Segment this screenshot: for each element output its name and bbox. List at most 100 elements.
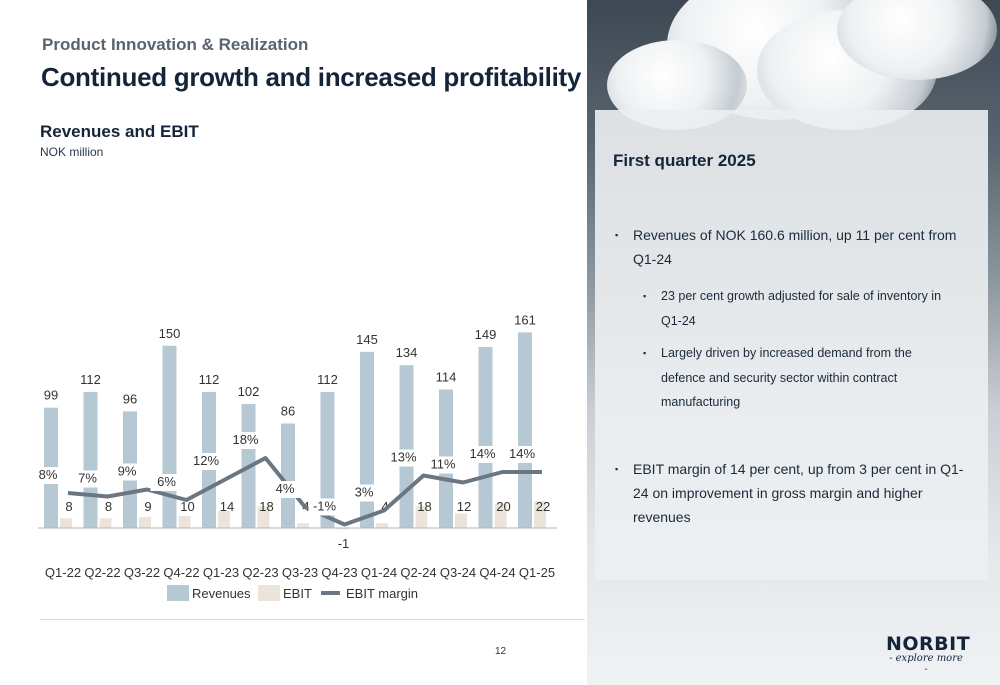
ebit-value-label: 22 bbox=[536, 499, 550, 514]
ebit-bar bbox=[376, 523, 388, 528]
revenue-value-label: 112 bbox=[199, 372, 220, 387]
margin-label-box bbox=[32, 467, 64, 484]
bullet-mark: ▪ bbox=[615, 230, 619, 240]
summary-panel: First quarter 2025 ▪ Revenues of NOK 160… bbox=[595, 110, 988, 580]
sub-bullet-growth-line1: 23 per cent growth adjusted for sale of … bbox=[661, 289, 942, 303]
x-tick-label: Q3-22 bbox=[124, 565, 160, 580]
logo-wordmark: NORBIT bbox=[886, 633, 971, 655]
revenue-value-label: 134 bbox=[396, 345, 418, 360]
revenue-bar bbox=[360, 351, 374, 528]
ebit-value-label: 8 bbox=[105, 499, 112, 514]
sub-bullet-demand-line3: manufacturing bbox=[661, 395, 741, 409]
margin-value-label: 14% bbox=[509, 446, 535, 461]
ebit-value-label: -1 bbox=[338, 536, 350, 551]
margin-label-box bbox=[348, 484, 380, 502]
revenue-value-label: 112 bbox=[317, 372, 338, 387]
sub-bullet-demand-line2: defence and security sector within contr… bbox=[661, 370, 898, 385]
margin-value-label: 9% bbox=[118, 464, 137, 479]
page-number: 12 bbox=[495, 646, 507, 657]
margin-value-label: 7% bbox=[78, 471, 97, 486]
legend-revenues-label: Revenues bbox=[192, 586, 251, 601]
revenue-value-label: 149 bbox=[475, 327, 497, 342]
legend-ebit-swatch bbox=[258, 585, 280, 601]
x-tick-label: Q1-24 bbox=[361, 565, 397, 580]
margin-value-label: 12% bbox=[193, 453, 219, 468]
revenue-value-label: 102 bbox=[238, 384, 260, 399]
ebit-bar bbox=[60, 518, 72, 528]
x-tick-label: Q3-24 bbox=[440, 565, 476, 580]
ebit-value-label: 10 bbox=[180, 499, 194, 514]
ebit-bar bbox=[218, 510, 230, 528]
bullet-revenues: ▪ Revenues of NOK 160.6 million, up 11 p… bbox=[615, 223, 957, 271]
bullet-ebit-line2: 24 on improvement in gross margin and hi… bbox=[633, 485, 923, 501]
ebit-bar bbox=[455, 513, 467, 528]
sub-bullet-demand: ▪ Largely driven by increased demand fro… bbox=[643, 341, 912, 415]
x-tick-label: Q2-24 bbox=[400, 565, 436, 580]
margin-value-label: 14% bbox=[469, 446, 495, 461]
margin-label-box bbox=[466, 446, 499, 463]
page-title: Continued growth and increased profitabi… bbox=[41, 62, 582, 92]
bullet-mark: ▪ bbox=[643, 348, 647, 358]
revenue-bar bbox=[399, 365, 414, 528]
bullet-revenues-line1: Revenues of NOK 160.6 million, up 11 per… bbox=[633, 227, 957, 243]
margin-label-box bbox=[387, 449, 420, 467]
ebit-value-label: 14 bbox=[220, 499, 234, 514]
revenue-value-label: 161 bbox=[514, 312, 536, 327]
x-tick-label: Q2-23 bbox=[242, 565, 278, 580]
ebit-bar bbox=[415, 506, 428, 528]
ebit-value-label: 12 bbox=[457, 499, 471, 514]
margin-label-box bbox=[269, 481, 301, 498]
section-label: Product Innovation & Realization bbox=[42, 35, 309, 54]
x-tick-label: Q3-23 bbox=[282, 565, 318, 580]
logo-tagline: - explore more - bbox=[889, 653, 963, 675]
ebit-margin-line bbox=[67, 456, 542, 527]
margin-value-label: 18% bbox=[232, 432, 258, 447]
ebit-bar bbox=[297, 523, 309, 528]
margin-value-label: 6% bbox=[157, 474, 176, 489]
norbit-logo: NORBIT - explore more - bbox=[886, 633, 971, 675]
x-tick-label: Q4-23 bbox=[321, 565, 357, 580]
bullet-mark: ▪ bbox=[615, 464, 619, 474]
legend-revenues-swatch bbox=[167, 585, 189, 601]
revenue-bar bbox=[320, 391, 335, 528]
legend-margin-label: EBIT margin bbox=[346, 586, 418, 601]
revenue-bar bbox=[518, 332, 532, 528]
margin-label-box bbox=[111, 463, 143, 481]
margin-value-label: 13% bbox=[390, 450, 416, 465]
revenue-bar bbox=[83, 391, 98, 528]
ebit-value-label: 18 bbox=[259, 499, 273, 514]
margin-label-box bbox=[229, 432, 262, 449]
chart-subtitle: NOK million bbox=[40, 145, 104, 159]
margin-value-label: 4% bbox=[276, 481, 295, 496]
x-tick-label: Q4-24 bbox=[479, 565, 515, 580]
margin-value-label: 8% bbox=[39, 467, 58, 482]
margin-label-box bbox=[427, 456, 459, 474]
x-tick-label: Q1-22 bbox=[45, 565, 81, 580]
margin-value-label: -1% bbox=[313, 499, 337, 514]
sub-bullet-growth: ▪ 23 per cent growth adjusted for sale o… bbox=[643, 284, 942, 333]
ebit-value-label: 8 bbox=[65, 499, 72, 514]
ebit-bar bbox=[336, 528, 349, 530]
ebit-bar bbox=[534, 501, 546, 528]
revenue-value-label: 99 bbox=[44, 388, 58, 403]
ebit-bar bbox=[99, 518, 112, 528]
margin-label-box bbox=[308, 498, 341, 516]
sub-bullet-demand-line1: Largely driven by increased demand from … bbox=[661, 346, 912, 360]
ebit-bar bbox=[139, 517, 151, 528]
ebit-value-label: 9 bbox=[144, 499, 151, 514]
margin-label-box bbox=[190, 453, 222, 470]
legend-ebit-label: EBIT bbox=[283, 586, 312, 601]
revenue-bar bbox=[478, 346, 493, 528]
chart-title: Revenues and EBIT bbox=[40, 122, 199, 141]
ebit-bar bbox=[494, 503, 507, 528]
bullet-mark: ▪ bbox=[643, 291, 647, 301]
revenues-ebit-chart: 99 8 Q1-22 112 8 Q2-22 96 9 Q3-22 150 10 Q4-22 112 14… bbox=[32, 312, 557, 601]
margin-label-box bbox=[506, 446, 538, 463]
margin-value-label: 11% bbox=[430, 457, 455, 472]
revenue-bar bbox=[281, 423, 295, 528]
revenue-bar bbox=[162, 345, 177, 528]
revenue-value-label: 145 bbox=[356, 332, 378, 347]
revenue-value-label: 114 bbox=[436, 369, 457, 384]
ebit-bar bbox=[257, 506, 270, 528]
revenue-value-label: 86 bbox=[281, 404, 295, 419]
